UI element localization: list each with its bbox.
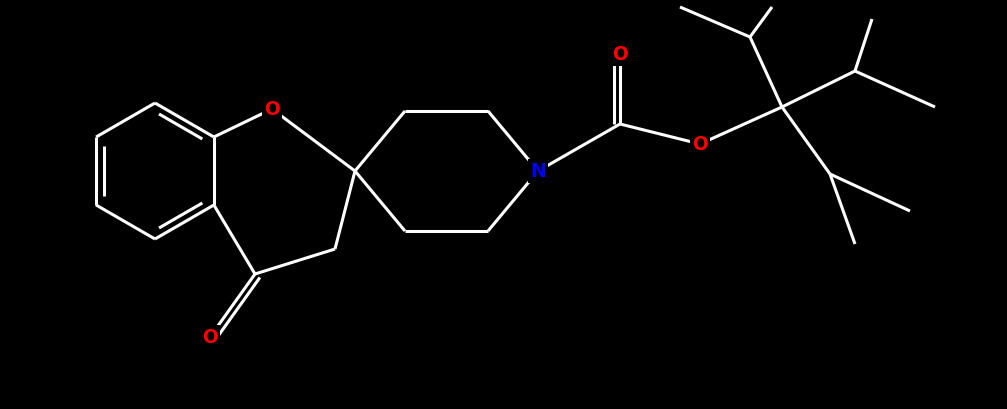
- Text: O: O: [692, 135, 708, 154]
- Text: O: O: [612, 45, 628, 64]
- Text: O: O: [202, 328, 218, 347]
- Text: N: N: [530, 162, 546, 181]
- Text: O: O: [264, 100, 280, 119]
